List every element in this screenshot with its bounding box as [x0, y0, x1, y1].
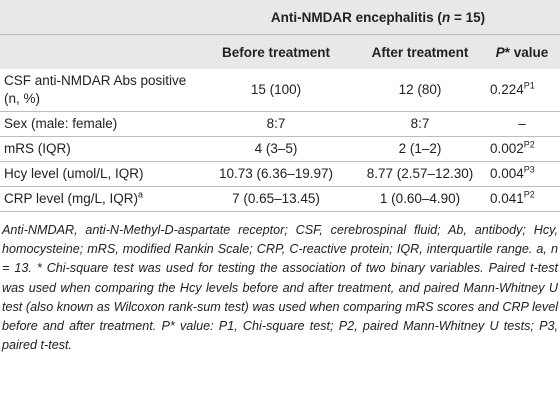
column-header: After treatment [371, 44, 469, 60]
table-row: mRS (IQR) 4 (3–5) 2 (1–2) 0.002P2 [0, 136, 560, 162]
after-cell: 8:7 [356, 111, 484, 137]
header-row: Anti-NMDAR encephalitis (n = 15) [0, 0, 560, 35]
p-value: – [518, 116, 526, 131]
p-value-cell: 0.224P1 [484, 69, 560, 112]
group-header: Anti-NMDAR encephalitis (n = 15) [196, 0, 560, 35]
p-value-cell: 0.002P2 [484, 136, 560, 162]
before-cell: 8:7 [196, 111, 356, 137]
p-superscript: P3 [523, 164, 535, 175]
group-text: = 15) [450, 9, 486, 25]
column-header: P* value [484, 35, 560, 70]
results-table: Anti-NMDAR encephalitis (n = 15) Before … [0, 0, 560, 212]
p-value-cell: 0.041P2 [484, 186, 560, 212]
after-cell: 12 (80) [356, 69, 484, 112]
row-label: Hcy level (umol/L, IQR) [4, 166, 144, 181]
after-cell: 8.77 (2.57–12.30) [356, 161, 484, 187]
after-cell: 1 (0.60–4.90) [356, 186, 484, 212]
row-label-cell: mRS (IQR) [0, 136, 196, 162]
header-row: Before treatment After treatment P* valu… [0, 34, 560, 70]
row-label: CRP level (mg/L, IQR) [4, 191, 139, 206]
row-label: CSF anti-NMDAR Abs positive (n, %) [4, 73, 187, 106]
row-label-cell: Hcy level (umol/L, IQR) [0, 161, 196, 187]
p-value-cell: – [484, 111, 560, 137]
group-text: n [441, 9, 451, 25]
p-value: 0.224 [490, 82, 524, 97]
row-label-cell: CRP level (mg/L, IQR)a [0, 186, 196, 212]
p-value: 0.041 [490, 191, 524, 206]
p-value: 0.004 [490, 166, 524, 181]
column-header: Before treatment [221, 44, 331, 60]
table-body: CSF anti-NMDAR Abs positive (n, %) 15 (10… [0, 69, 560, 212]
table-row: Hcy level (umol/L, IQR) 10.73 (6.36–19.97… [0, 161, 560, 187]
label-superscript: a [138, 189, 144, 200]
row-label: Sex (male: female) [4, 116, 118, 131]
group-text: Anti-NMDAR encephalitis ( [270, 9, 442, 25]
table-row: CRP level (mg/L, IQR)a 7 (0.65–13.45) 1 (0… [0, 186, 560, 212]
before-cell: 10.73 (6.36–19.97) [196, 161, 356, 187]
before-cell: 15 (100) [196, 69, 356, 112]
row-label-cell: Sex (male: female) [0, 111, 196, 137]
p-superscript: P1 [523, 80, 535, 91]
row-label-cell: CSF anti-NMDAR Abs positive (n, %) [0, 69, 196, 112]
p-value-cell: 0.004P3 [484, 161, 560, 187]
column-header-text: * value [504, 44, 549, 60]
before-cell: 4 (3–5) [196, 136, 356, 162]
after-cell: 2 (1–2) [356, 136, 484, 162]
before-cell: 7 (0.65–13.45) [196, 186, 356, 212]
p-superscript: P2 [523, 189, 535, 200]
p-value: 0.002 [490, 141, 524, 156]
column-header-text: P [495, 44, 505, 60]
row-label: mRS (IQR) [4, 141, 71, 156]
footnote: Anti-NMDAR, anti-N-Methyl-D-aspartate re… [2, 223, 558, 353]
table-row: CSF anti-NMDAR Abs positive (n, %) 15 (10… [0, 69, 560, 112]
table-row: Sex (male: female) 8:7 8:7 – [0, 111, 560, 137]
p-superscript: P2 [523, 139, 535, 150]
